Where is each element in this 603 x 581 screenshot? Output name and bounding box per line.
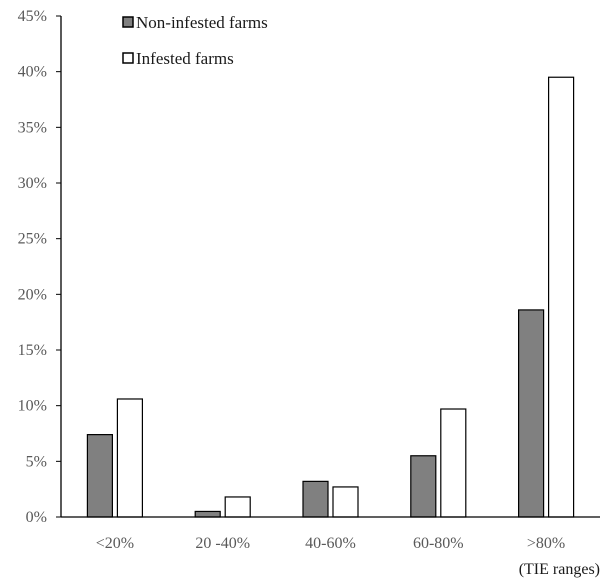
- bar-infested: [116, 398, 144, 518]
- x-tick-label: 40-60%: [305, 535, 356, 552]
- axes: [60, 16, 600, 518]
- legend-swatch-non-infested: [122, 16, 134, 28]
- legend-swatch-infested: [122, 52, 134, 64]
- y-tick-label: 30%: [18, 175, 47, 192]
- bar-infested: [547, 76, 575, 518]
- bar-infested: [224, 496, 251, 518]
- y-tick-label: 20%: [18, 286, 47, 303]
- x-tick-label: <20%: [96, 535, 134, 552]
- bar-non-infested: [194, 510, 221, 518]
- x-tick-label: 20 -40%: [195, 535, 250, 552]
- y-tick-label: 10%: [18, 398, 47, 415]
- y-axis-ticks: 0% 5% 10% 15% 20% 25% 30% 35% 40% 45%: [18, 8, 61, 526]
- x-axis-title: (TIE ranges): [519, 561, 600, 578]
- y-tick-label: 0%: [26, 509, 47, 526]
- bar-infested: [332, 486, 359, 518]
- bar-infested: [440, 408, 467, 518]
- legend: Non-infested farms Infested farms: [122, 13, 268, 68]
- y-tick-label: 15%: [18, 342, 47, 359]
- legend-label-infested: Infested farms: [136, 49, 234, 68]
- x-axis-ticks: <20% 20 -40% 40-60% 60-80% >80%: [96, 535, 566, 552]
- bar-non-infested: [410, 455, 437, 518]
- bar-non-infested: [517, 309, 545, 518]
- y-tick-label: 40%: [18, 64, 47, 81]
- y-tick-label: 5%: [26, 453, 47, 470]
- legend-label-non-infested: Non-infested farms: [136, 13, 268, 32]
- y-tick-label: 45%: [18, 8, 47, 25]
- x-tick-label: 60-80%: [413, 535, 464, 552]
- y-tick-label: 25%: [18, 231, 47, 248]
- bar-non-infested: [86, 434, 114, 518]
- x-tick-label: >80%: [527, 535, 565, 552]
- bar-non-infested: [302, 480, 329, 518]
- y-tick-label: 35%: [18, 119, 47, 136]
- bars: [86, 76, 575, 518]
